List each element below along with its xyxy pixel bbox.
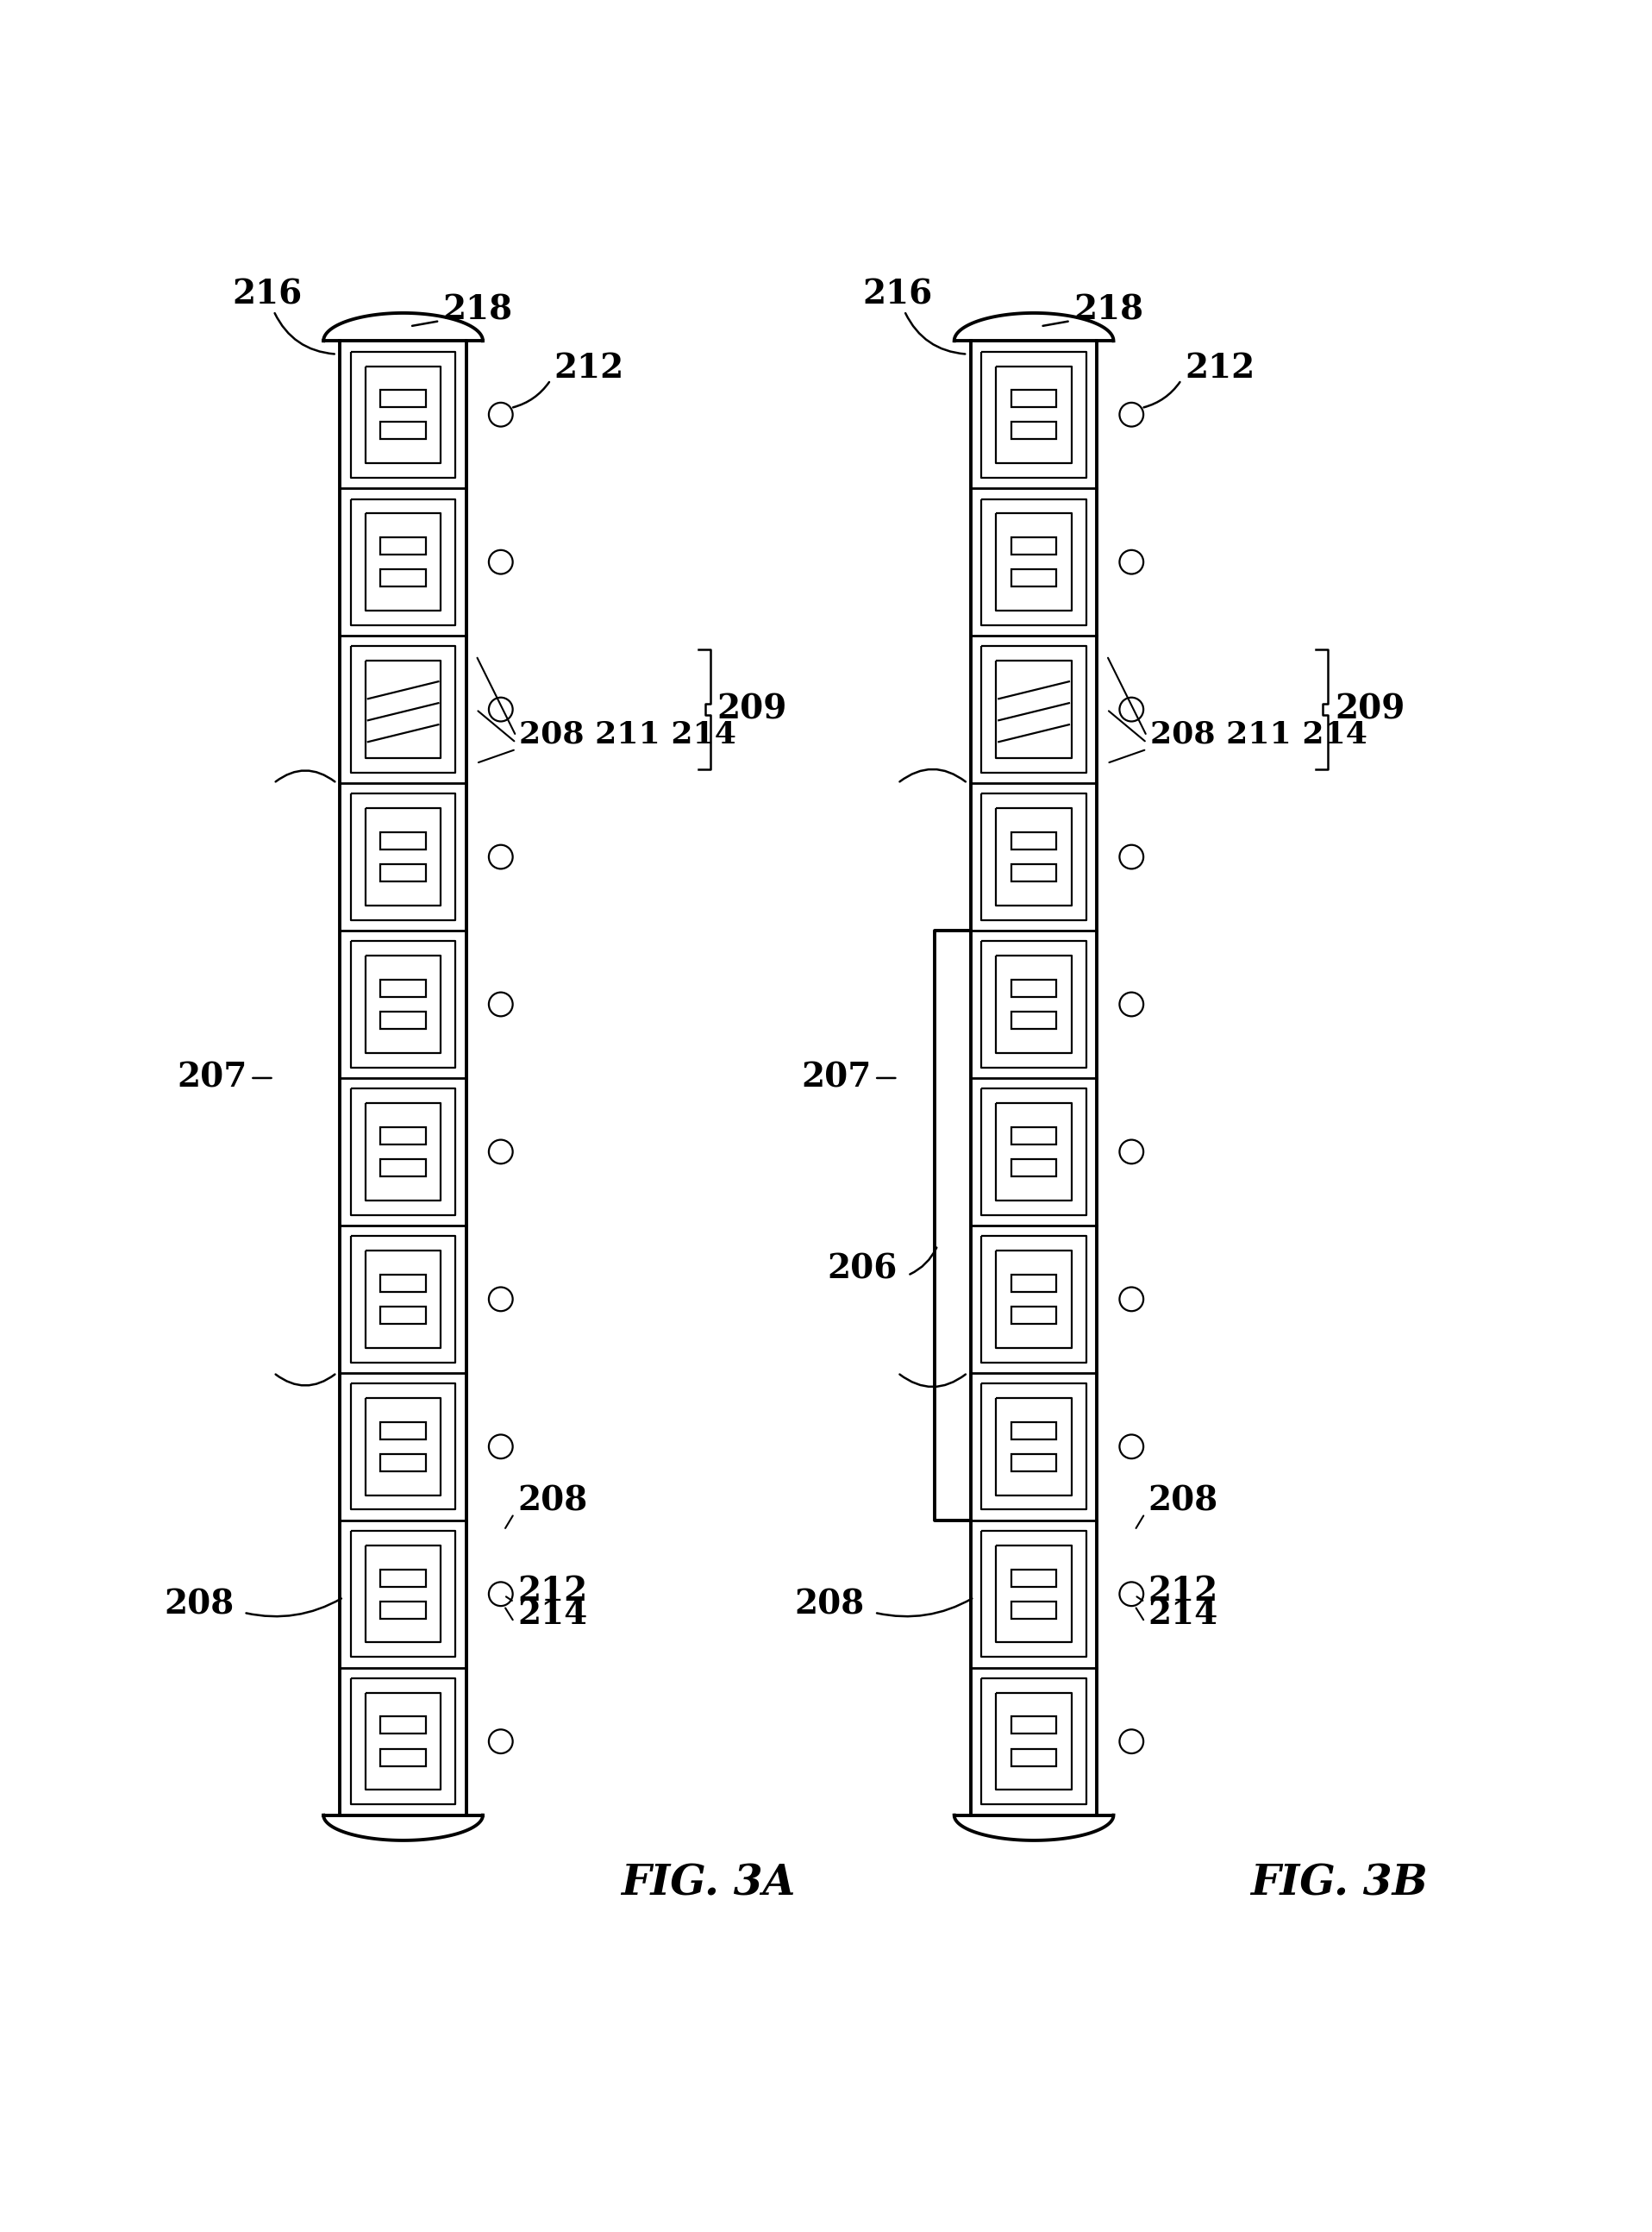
- Text: 207: 207: [177, 1062, 248, 1094]
- Text: FIG. 3B: FIG. 3B: [1251, 1864, 1427, 1904]
- Text: 207: 207: [801, 1062, 871, 1094]
- Bar: [1011, 980, 1057, 998]
- Bar: [1011, 1750, 1057, 1766]
- Bar: [380, 980, 426, 998]
- Bar: [1011, 1569, 1057, 1587]
- Text: 209: 209: [1335, 694, 1404, 725]
- Text: 208: 208: [1148, 1484, 1218, 1518]
- Bar: [380, 1569, 426, 1587]
- Text: 216: 216: [862, 279, 933, 310]
- Bar: [1011, 864, 1057, 882]
- Text: 209: 209: [717, 694, 788, 725]
- Bar: [380, 422, 426, 440]
- Bar: [380, 1158, 426, 1176]
- Bar: [1011, 1453, 1057, 1471]
- Bar: [380, 538, 426, 554]
- Bar: [1011, 569, 1057, 587]
- Bar: [1011, 833, 1057, 850]
- Bar: [380, 1750, 426, 1766]
- Bar: [1011, 391, 1057, 406]
- Bar: [1011, 1306, 1057, 1324]
- Bar: [380, 1274, 426, 1292]
- Bar: [1011, 1011, 1057, 1029]
- Bar: [1011, 1274, 1057, 1292]
- Bar: [1011, 1716, 1057, 1734]
- Bar: [380, 1716, 426, 1734]
- Bar: [380, 1603, 426, 1618]
- Text: 212: 212: [553, 353, 624, 384]
- Bar: [380, 569, 426, 587]
- Text: 208 211 214: 208 211 214: [519, 719, 737, 748]
- Bar: [380, 833, 426, 850]
- Text: 208: 208: [517, 1484, 588, 1518]
- Bar: [1011, 538, 1057, 554]
- Text: 218: 218: [443, 295, 512, 326]
- Bar: [380, 1127, 426, 1145]
- Bar: [1011, 1603, 1057, 1618]
- Bar: [1011, 422, 1057, 440]
- Bar: [380, 391, 426, 406]
- Text: 214: 214: [517, 1598, 588, 1632]
- Text: 216: 216: [231, 279, 302, 310]
- Text: 212: 212: [517, 1576, 588, 1607]
- Bar: [380, 1453, 426, 1471]
- Text: 208: 208: [795, 1587, 864, 1620]
- Text: 214: 214: [1148, 1598, 1218, 1632]
- Bar: [380, 1306, 426, 1324]
- Bar: [1011, 1127, 1057, 1145]
- Text: 218: 218: [1074, 295, 1143, 326]
- Text: FIG. 3A: FIG. 3A: [621, 1864, 796, 1904]
- Bar: [1011, 1422, 1057, 1440]
- Bar: [380, 1011, 426, 1029]
- Text: 206: 206: [828, 1252, 897, 1286]
- Text: 208 211 214: 208 211 214: [1150, 719, 1368, 748]
- Bar: [1011, 1158, 1057, 1176]
- Text: 212: 212: [1148, 1576, 1218, 1607]
- Text: 212: 212: [1184, 353, 1254, 384]
- Bar: [380, 1422, 426, 1440]
- Text: 208: 208: [164, 1587, 235, 1620]
- Bar: [380, 864, 426, 882]
